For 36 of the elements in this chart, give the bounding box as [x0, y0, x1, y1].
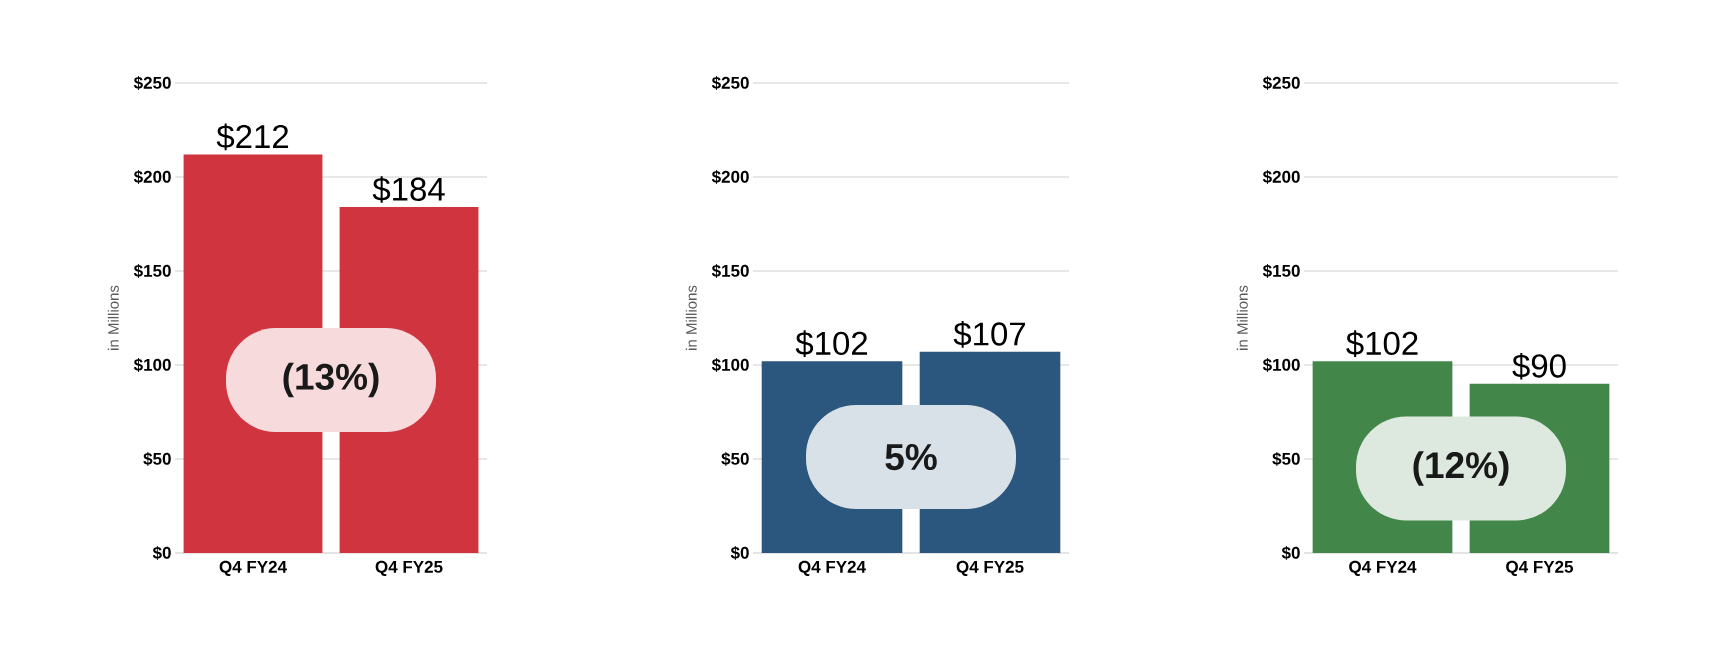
y-tick-label: $100	[1262, 358, 1300, 372]
x-tick-label: Q4 FY25	[956, 560, 1024, 576]
x-tick-label: Q4 FY24	[1349, 560, 1417, 576]
y-tick-label: $200	[711, 170, 749, 184]
data-label: $102	[795, 330, 868, 358]
y-tick-label: $150	[711, 264, 749, 278]
x-tick-label: Q4 FY24	[219, 560, 287, 576]
y-tick-label: $0	[730, 546, 749, 560]
y-tick-label: $250	[711, 76, 749, 90]
data-label: $212	[216, 123, 289, 151]
annotation: (13%)	[283, 362, 379, 398]
y-tick-label: $150	[133, 264, 171, 278]
data-label: $184	[372, 176, 445, 203]
y-axis-title: in Millions	[107, 285, 119, 350]
y-tick-label: $50	[1272, 452, 1300, 466]
y-tick-label: $200	[1262, 170, 1300, 184]
y-tick-label: $50	[721, 452, 749, 466]
y-tick-label: $0	[152, 546, 171, 560]
y-tick-label: $50	[143, 452, 171, 466]
y-tick-label: $200	[133, 170, 171, 184]
data-label: $107	[953, 320, 1026, 348]
y-axis-title: in Millions	[1236, 285, 1248, 350]
annotation: 5%	[885, 444, 937, 471]
x-tick-label: Q4 FY25	[1506, 560, 1574, 576]
y-tick-label: $100	[133, 358, 171, 372]
data-label: $90	[1512, 352, 1566, 380]
y-tick-label: $100	[711, 358, 749, 372]
y-tick-label: $150	[1262, 264, 1300, 278]
annotation: (12%)	[1413, 451, 1509, 486]
y-tick-label: $0	[1281, 546, 1300, 560]
data-label: $102	[1346, 330, 1418, 358]
y-axis-title: in Millions	[685, 285, 697, 350]
y-tick-label: $250	[133, 76, 171, 90]
x-tick-label: Q4 FY24	[798, 560, 866, 576]
x-tick-label: Q4 FY25	[375, 560, 443, 576]
y-tick-label: $250	[1262, 76, 1300, 90]
